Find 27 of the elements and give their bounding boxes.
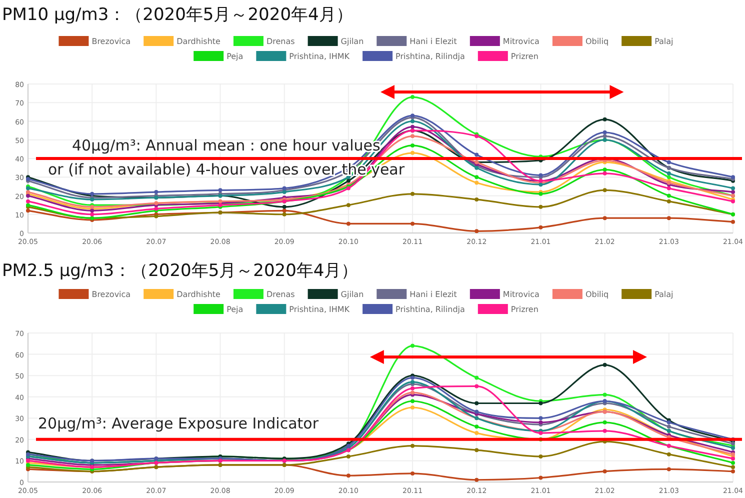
legend-label: Prizren [510, 52, 538, 61]
legend-label: Prishtina, Rilindja [396, 52, 466, 61]
chart-title: PM2.5 µg/m3：（2020年5月～2020年4月） [2, 261, 358, 281]
legend-label: Dardhishte [176, 290, 221, 299]
legend-label: Brezovica [92, 37, 131, 46]
legend-label: Gjilan [340, 290, 364, 299]
ref-line-label: 20µg/m³: Average Exposure Indicator [38, 414, 320, 432]
legend-label: Prishtina, IHMK [289, 305, 350, 314]
legend-label: Dardhishte [176, 37, 221, 46]
legend-label: Prizren [510, 305, 538, 314]
legend-label: Hani i Elezit [410, 37, 457, 46]
legend-label: Drenas [266, 37, 295, 46]
legend-label: Drenas [266, 290, 295, 299]
legend-label: Obiliq [585, 37, 609, 46]
legend-label: Mitrovica [502, 37, 540, 46]
legend-label: Palaj [654, 290, 674, 299]
chart-title: PM10 µg/m3：（2020年5月～2020年4月） [2, 5, 353, 25]
legend-label: Hani i Elezit [410, 290, 457, 299]
legend-label: Gjilan [340, 37, 364, 46]
legend-label: Obiliq [585, 290, 609, 299]
legend-label: Brezovica [92, 290, 131, 299]
legend-label: Peja [226, 52, 244, 61]
legend-label: Prishtina, IHMK [289, 52, 350, 61]
legend-label: Prishtina, Rilindja [396, 305, 466, 314]
legend-label: Peja [226, 305, 244, 314]
legend-label: Mitrovica [502, 290, 540, 299]
legend-label: Palaj [654, 37, 674, 46]
